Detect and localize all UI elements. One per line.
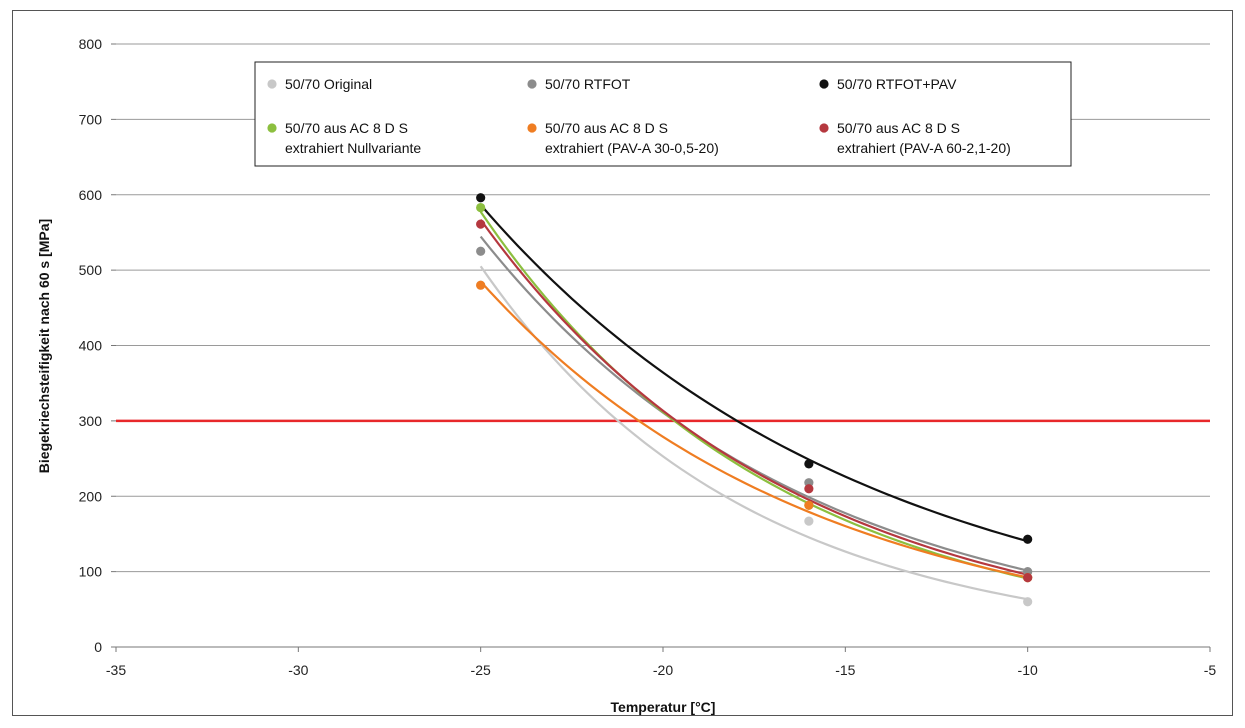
legend-marker	[527, 79, 537, 89]
trendline	[479, 235, 1028, 572]
data-point	[804, 516, 814, 526]
data-point	[476, 219, 486, 229]
data-point	[476, 202, 486, 213]
x-tick-label: -15	[835, 662, 855, 678]
legend-label: extrahiert (PAV-A 30-0,5-20)	[545, 140, 719, 156]
legend-marker	[819, 123, 829, 133]
legend-label: 50/70 aus AC 8 D S	[285, 120, 408, 136]
legend-label: 50/70 aus AC 8 D S	[545, 120, 668, 136]
x-axis-title: Temperatur [°C]	[611, 699, 716, 715]
data-point	[1023, 597, 1033, 607]
x-tick-label: -30	[288, 662, 308, 678]
legend-label: extrahiert Nullvariante	[285, 140, 421, 156]
legend-box	[254, 61, 1072, 167]
y-tick-label: 100	[79, 564, 103, 580]
x-tick-label: -5	[1204, 662, 1217, 678]
x-tick-label: -25	[471, 662, 491, 678]
legend-label: extrahiert (PAV-A 60-2,1-20)	[837, 140, 1011, 156]
trendline	[479, 204, 1028, 543]
tick-labels: 0 100 200 300 400 500 600 700 800 -35 -30 -25 -20 -15…	[79, 36, 1217, 678]
legend-marker	[267, 123, 277, 133]
trendline	[479, 280, 1028, 579]
y-tick-label: 700	[79, 111, 103, 127]
data-point	[476, 193, 486, 203]
legend: 50/70 Original 50/70 RTFOT 50/70 RTFOT+PAV…	[254, 61, 1072, 167]
legend-marker	[819, 79, 829, 89]
legend-label: 50/70 RTFOT+PAV	[837, 76, 957, 92]
data-point	[1023, 534, 1033, 544]
y-tick-label: 600	[79, 187, 103, 203]
y-tick-label: 300	[79, 413, 103, 429]
x-tick-label: -10	[1018, 662, 1038, 678]
trendline	[479, 265, 1028, 601]
legend-label: 50/70 aus AC 8 D S	[837, 120, 960, 136]
legend-marker	[527, 123, 537, 133]
y-axis-title: Biegekriechsteifigkeit nach 60 s [MPa]	[36, 219, 52, 473]
x-tick-label: -35	[106, 662, 126, 678]
data-point	[804, 500, 814, 510]
data-point	[476, 246, 486, 256]
data-point	[1023, 573, 1033, 583]
y-tick-label: 800	[79, 36, 103, 52]
y-tick-label: 500	[79, 262, 103, 278]
y-tick-label: 200	[79, 488, 103, 504]
legend-label: 50/70 Original	[285, 76, 372, 92]
y-tick-label: 400	[79, 338, 103, 354]
legend-marker	[267, 79, 277, 89]
data-point	[804, 484, 814, 494]
data-point	[476, 280, 486, 290]
trendlines	[479, 204, 1028, 601]
legend-label: 50/70 RTFOT	[545, 76, 631, 92]
data-points	[476, 193, 1033, 607]
x-tick-label: -20	[653, 662, 673, 678]
data-point	[804, 459, 814, 469]
y-tick-label: 0	[94, 639, 102, 655]
trendline	[479, 219, 1028, 576]
trendline	[479, 211, 1028, 580]
